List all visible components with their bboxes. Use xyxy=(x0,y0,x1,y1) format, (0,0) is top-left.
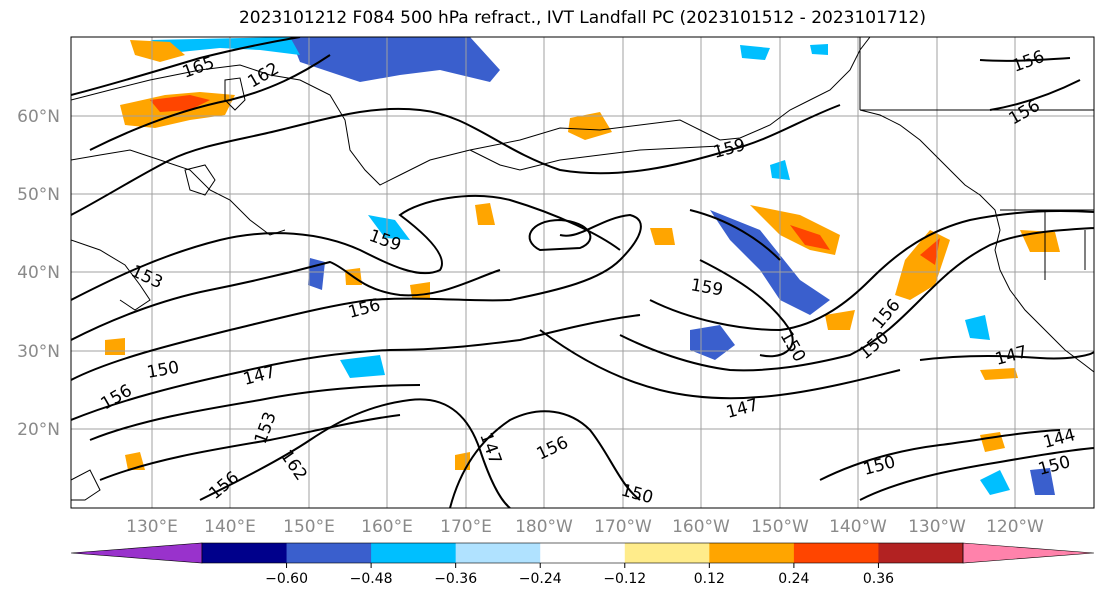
latitude-labels: 60°N 50°N 40°N 30°N 20°N xyxy=(17,107,60,440)
colorbar-extension-low xyxy=(70,542,203,564)
colorbar-bin xyxy=(455,543,541,563)
lon-label: 180°W xyxy=(515,517,573,537)
colorbar-tick-label: 0.24 xyxy=(778,571,809,587)
colorbar-bin xyxy=(624,543,710,563)
colorbar-bin xyxy=(878,543,964,563)
lon-label: 150°W xyxy=(751,517,809,537)
refractivity-contours xyxy=(71,37,1094,508)
shaded-negative-regions xyxy=(150,37,1055,495)
longitude-labels: 130°E 140°E 150°E 160°E 170°E 180°W 170°… xyxy=(126,517,1044,537)
colorbar-tick-label: −0.36 xyxy=(434,571,477,587)
colorbar-tick-label: 0.12 xyxy=(694,571,725,587)
gridlines xyxy=(71,37,1094,508)
lat-label: 30°N xyxy=(17,342,60,362)
lat-label: 40°N xyxy=(17,263,60,283)
colorbar-bin xyxy=(793,543,879,563)
lon-label: 130°W xyxy=(908,517,966,537)
colorbar xyxy=(70,542,1095,564)
colorbar-tick-label: −0.48 xyxy=(350,571,393,587)
shaded-positive-regions xyxy=(105,40,1060,470)
colorbar-tick-label: 0.36 xyxy=(863,571,894,587)
colorbar-bin xyxy=(540,543,626,563)
colorbar-outline xyxy=(201,542,964,564)
lon-label: 140°W xyxy=(829,517,887,537)
lon-label: 160°E xyxy=(361,517,413,537)
colorbar-ticks: −0.60 −0.48 −0.36 −0.24 −0.12 0.12 0.24 0.36 xyxy=(265,563,894,587)
coastlines xyxy=(71,37,1094,501)
colorbar-bin xyxy=(371,543,457,563)
lat-label: 60°N xyxy=(17,107,60,127)
colorbar-tick-label: −0.60 xyxy=(265,571,308,587)
map-frame xyxy=(70,36,1095,509)
lon-label: 150°E xyxy=(283,517,335,537)
colorbar-extension-high xyxy=(962,542,1095,564)
map-title: 2023101212 F084 500 hPa refract., IVT La… xyxy=(238,8,926,28)
lon-label: 170°W xyxy=(594,517,652,537)
colorbar-tick-label: −0.12 xyxy=(603,571,646,587)
colorbar-tick-label: −0.24 xyxy=(519,571,562,587)
colorbar-bin xyxy=(286,543,372,563)
colorbar-bin xyxy=(709,543,795,563)
colorbar-bin xyxy=(202,543,288,563)
lat-label: 20°N xyxy=(17,420,60,440)
lon-label: 130°E xyxy=(126,517,178,537)
map-panel: 165 162 159 159 159 156 156 156 153 150 … xyxy=(71,37,1094,508)
lat-label: 50°N xyxy=(17,185,60,205)
lon-label: 160°W xyxy=(672,517,730,537)
lon-label: 120°W xyxy=(986,517,1044,537)
lon-label: 170°E xyxy=(440,517,492,537)
lon-label: 140°E xyxy=(204,517,256,537)
